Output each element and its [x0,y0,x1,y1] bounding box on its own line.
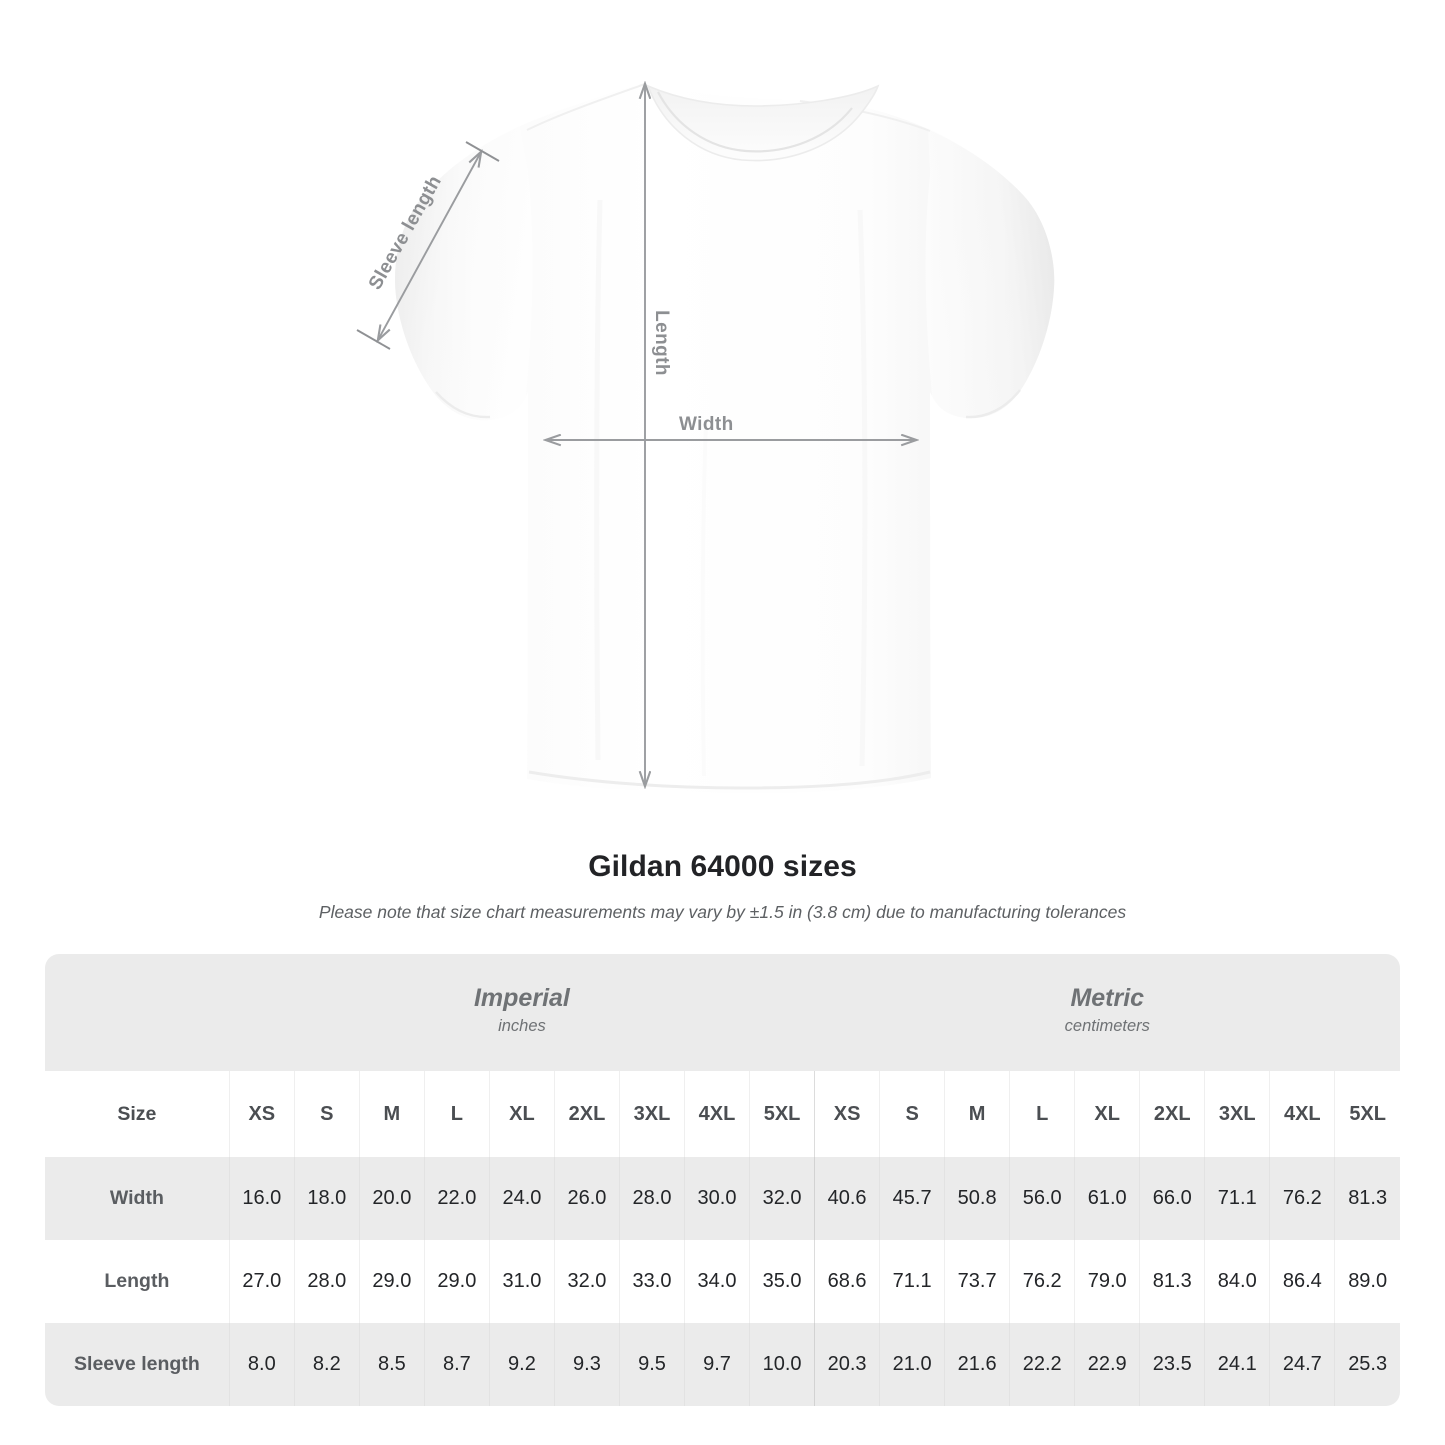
cell: 71.1 [1204,1157,1270,1240]
table-row: Length 27.0 28.0 29.0 29.0 31.0 32.0 33.… [45,1240,1400,1323]
cell: 50.8 [944,1157,1010,1240]
cell: 27.0 [228,1240,295,1323]
unit-row-spacer [45,954,230,1071]
unit-system-metric: Metric centimeters [814,954,1400,1071]
size-col-imperial-2xl: 2XL [553,1071,620,1157]
cell: 31.0 [488,1240,555,1323]
unit-system-metric-name: Metric [1070,983,1145,1012]
size-col-metric-xs: XS [814,1071,880,1157]
cell: 21.0 [879,1323,945,1406]
cell: 76.2 [1009,1240,1075,1323]
cell: 9.2 [488,1323,555,1406]
size-col-metric-l: L [1009,1071,1075,1157]
measurement-label-length: Length [45,1240,230,1323]
cell: 9.3 [553,1323,620,1406]
cell: 32.0 [553,1240,620,1323]
cell: 20.0 [358,1157,425,1240]
cell: 71.1 [879,1240,945,1323]
size-col-imperial-l: L [423,1071,490,1157]
size-table: Imperial inches Metric centimeters Size … [45,954,1400,1406]
cell: 22.0 [423,1157,490,1240]
cell: 26.0 [553,1157,620,1240]
cell: 8.0 [228,1323,295,1406]
cell: 10.0 [749,1323,815,1406]
cell: 89.0 [1334,1240,1400,1323]
cell: 29.0 [358,1240,425,1323]
unit-system-imperial: Imperial inches [229,954,815,1071]
size-col-metric-5xl: 5XL [1334,1071,1400,1157]
cell: 16.0 [228,1157,295,1240]
size-col-imperial-4xl: 4XL [683,1071,750,1157]
length-label: Length [650,310,672,376]
unit-system-imperial-unit: inches [498,1016,546,1035]
size-header-label: Size [45,1071,230,1157]
cell: 33.0 [618,1240,685,1323]
size-header-row: Size XS S M L XL 2XL 3XL 4XL 5XL XS S M … [45,1071,1400,1157]
cell: 22.9 [1074,1323,1140,1406]
measurement-label-sleeve-length: Sleeve length [45,1323,230,1406]
size-col-metric-s: S [879,1071,945,1157]
sleeve-length-dimension [356,141,500,350]
cell: 86.4 [1269,1240,1335,1323]
cell: 9.5 [618,1323,685,1406]
cell: 35.0 [749,1240,815,1323]
cell: 45.7 [879,1157,945,1240]
cell: 28.0 [618,1157,685,1240]
page-title: Gildan 64000 sizes [588,850,857,883]
table-row: Sleeve length 8.0 8.2 8.5 8.7 9.2 9.3 9.… [45,1323,1400,1406]
cell: 81.3 [1334,1157,1400,1240]
table-row: Width 16.0 18.0 20.0 22.0 24.0 26.0 28.0… [45,1157,1400,1240]
cell: 30.0 [683,1157,750,1240]
size-col-metric-4xl: 4XL [1269,1071,1335,1157]
cell: 22.2 [1009,1323,1075,1406]
tshirt-measurement-diagram: Sleeve length Length Width [356,0,1055,793]
cell: 21.6 [944,1323,1010,1406]
tshirt-illustration [356,0,1055,793]
size-table-container: Imperial inches Metric centimeters Size … [45,954,1400,1406]
cell: 24.1 [1204,1323,1270,1406]
cell: 68.6 [814,1240,880,1323]
unit-system-imperial-name: Imperial [473,983,570,1012]
cell: 25.3 [1334,1323,1400,1406]
cell: 56.0 [1009,1157,1075,1240]
cell: 32.0 [749,1157,815,1240]
cell: 20.3 [814,1323,880,1406]
cell: 61.0 [1074,1157,1140,1240]
unit-system-row: Imperial inches Metric centimeters [45,954,1400,1071]
size-col-metric-3xl: 3XL [1204,1071,1270,1157]
cell: 28.0 [293,1240,360,1323]
size-col-imperial-xl: XL [488,1071,555,1157]
size-col-imperial-xs: XS [228,1071,295,1157]
cell: 23.5 [1139,1323,1205,1406]
cell: 18.0 [293,1157,360,1240]
cell: 73.7 [944,1240,1010,1323]
cell: 84.0 [1204,1240,1270,1323]
cell: 8.2 [293,1323,360,1406]
cell: 76.2 [1269,1157,1335,1240]
cell: 34.0 [683,1240,750,1323]
cell: 24.0 [488,1157,555,1240]
size-col-metric-m: M [944,1071,1010,1157]
cell: 29.0 [423,1240,490,1323]
unit-system-metric-unit: centimeters [1064,1016,1150,1035]
size-col-metric-xl: XL [1074,1071,1140,1157]
width-label: Width [679,414,734,435]
size-col-imperial-s: S [293,1071,360,1157]
cell: 8.5 [358,1323,425,1406]
size-col-metric-2xl: 2XL [1139,1071,1205,1157]
cell: 79.0 [1074,1240,1140,1323]
size-col-imperial-m: M [358,1071,425,1157]
cell: 66.0 [1139,1157,1205,1240]
size-col-imperial-3xl: 3XL [618,1071,685,1157]
cell: 24.7 [1269,1323,1335,1406]
tolerance-note: Please note that size chart measurements… [318,902,1127,922]
cell: 8.7 [423,1323,490,1406]
cell: 40.6 [814,1157,880,1240]
cell: 81.3 [1139,1240,1205,1323]
size-col-imperial-5xl: 5XL [749,1071,815,1157]
shirt-body-shape [395,82,1055,793]
measurement-label-width: Width [45,1157,230,1240]
cell: 9.7 [683,1323,750,1406]
size-chart-header: Gildan 64000 sizes Please note that size… [0,830,1445,923]
